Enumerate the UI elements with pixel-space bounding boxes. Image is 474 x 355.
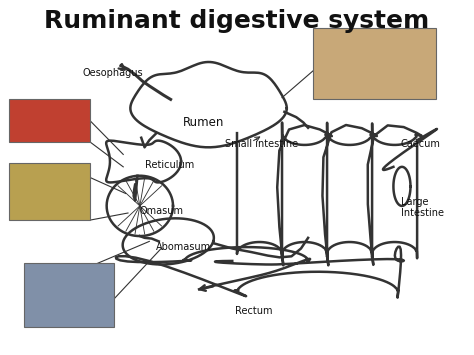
Bar [9, 99, 90, 142]
Text: Caecum: Caecum [401, 139, 440, 149]
Polygon shape [107, 176, 173, 236]
Text: Small intestine: Small intestine [225, 139, 298, 149]
Polygon shape [123, 218, 214, 264]
Text: Oesophagus: Oesophagus [83, 68, 144, 78]
Text: Rectum: Rectum [235, 306, 272, 316]
Polygon shape [106, 141, 181, 182]
Text: Omasum: Omasum [140, 206, 184, 216]
Bar [9, 163, 90, 220]
Bar [313, 28, 436, 99]
Text: Rumen: Rumen [183, 116, 225, 129]
Text: Ruminant digestive system: Ruminant digestive system [45, 9, 429, 33]
Text: Reticulum: Reticulum [145, 160, 194, 170]
Bar [24, 263, 114, 327]
Polygon shape [130, 62, 287, 147]
Polygon shape [393, 167, 410, 206]
Text: Abomasum: Abomasum [156, 242, 211, 252]
Text: Large
Intestine: Large Intestine [401, 197, 444, 218]
